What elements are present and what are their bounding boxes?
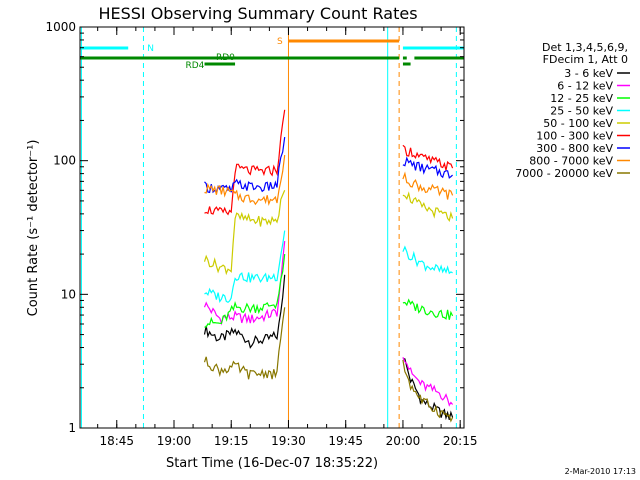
series-3-segment-2: [402, 298, 454, 320]
series-8-segment-1: [204, 155, 286, 206]
flag-label-rd4: RD4: [185, 61, 204, 71]
x-tick-label: 19:30: [271, 434, 306, 448]
legend: Det 1,3,4,5,6,9,FDecim 1, Att 03 - 6 keV…: [515, 41, 630, 180]
x-tick-label: 19:15: [214, 434, 249, 448]
series-3-segment-1: [204, 254, 286, 328]
series-9-segment-2: [402, 359, 454, 423]
series-8-segment-2: [402, 171, 454, 200]
x-tick-label: 19:45: [328, 434, 363, 448]
legend-label: 3 - 6 keV: [564, 67, 613, 80]
series-7-segment-2: [402, 156, 453, 179]
legend-label: 50 - 100 keV: [543, 117, 613, 130]
x-tick-label: 20:00: [386, 434, 421, 448]
y-axis-label: Count Rate (s⁻¹ detector⁻¹): [26, 140, 41, 317]
footer-timestamp: 2-Mar-2010 17:13: [565, 467, 636, 476]
x-tick-label: 18:45: [99, 434, 134, 448]
flag-label-rd0: RD0: [216, 53, 235, 63]
series-5-segment-2: [402, 191, 454, 222]
legend-label: 800 - 7000 keV: [529, 155, 613, 168]
x-tick-label: 20:15: [443, 434, 478, 448]
legend-label: 6 - 12 keV: [557, 80, 613, 93]
series-5-segment-1: [203, 190, 286, 276]
series-2-segment-2: [402, 356, 454, 407]
series-9-segment-1: [203, 307, 286, 380]
series-6-segment-2: [402, 144, 454, 171]
series-1-segment-1: [203, 274, 286, 349]
y-tick-label: 100: [53, 154, 76, 168]
flag-label-n: N: [147, 44, 154, 54]
legend-label: 300 - 800 keV: [536, 142, 613, 155]
legend-label: 100 - 300 keV: [536, 130, 613, 143]
legend-label: 25 - 50 keV: [550, 105, 613, 118]
legend-header-line: FDecim 1, Att 0: [543, 53, 628, 66]
chart-title: HESSI Observing Summary Count Rates: [98, 4, 417, 23]
y-tick-label: 1: [68, 421, 76, 435]
legend-label: 7000 - 20000 keV: [515, 167, 613, 180]
series-6-segment-1: [204, 109, 286, 216]
y-tick-label: 10: [61, 287, 76, 301]
y-tick-label: 1000: [45, 20, 76, 34]
x-axis-label: Start Time (16-Dec-07 18:35:22): [166, 456, 378, 471]
series-4-segment-2: [402, 245, 453, 275]
flag-label-s: S: [277, 37, 283, 47]
legend-header-line: Det 1,3,4,5,6,9,: [542, 41, 628, 54]
x-tick-label: 19:00: [157, 434, 192, 448]
series-7-segment-1: [204, 137, 286, 194]
series-4-segment-1: [204, 230, 286, 304]
series-2-segment-1: [203, 241, 286, 326]
plot-frame: [79, 26, 465, 429]
legend-label: 12 - 25 keV: [550, 92, 613, 105]
